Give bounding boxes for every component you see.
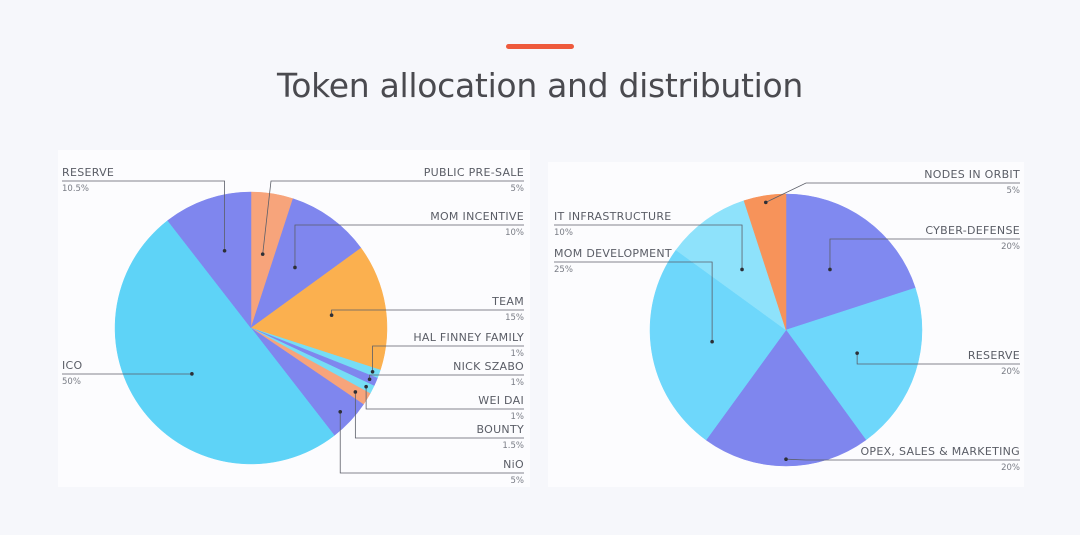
leader-dot-public-pre-sale <box>260 252 265 256</box>
slice-value-reserve: 20% <box>1001 367 1020 377</box>
leader-line-public-pre-sale <box>262 180 524 255</box>
slice-value-reserve: 10.5% <box>62 184 89 194</box>
slice-value-ico: 50% <box>62 377 81 387</box>
slice-label-wei-dai: WEI DAI <box>478 394 524 407</box>
slice-label-nick-szabo: NICK SZABO <box>453 360 524 373</box>
slice-label-mom-development: MOM DEVELOPMENT <box>554 247 672 260</box>
slice-label-nio: NiO <box>503 458 524 471</box>
leader-dot-mom-development <box>710 339 714 344</box>
leader-line-reserve <box>62 180 225 251</box>
title-accent-bar <box>506 44 574 49</box>
leader-dot-hal-finney-family <box>370 369 375 374</box>
pie-slice-ico <box>114 220 335 465</box>
leader-line-opex-sales-marketing <box>785 458 1020 461</box>
slice-label-mom-incentive: MOM INCENTIVE <box>430 210 524 223</box>
pie-slice-mom-incentive <box>250 198 362 329</box>
slice-label-opex-sales-marketing: OPEX, SALES & MARKETING <box>860 445 1020 458</box>
slice-label-public-pre-sale: PUBLIC PRE-SALE <box>424 166 524 179</box>
slice-value-team: 15% <box>505 313 524 323</box>
slice-label-nodes-in-orbit: NODES IN ORBIT <box>924 168 1020 181</box>
pie-slice-mom-development <box>649 249 787 441</box>
leader-line-hal-finney-family <box>372 345 524 372</box>
slice-value-wei-dai: 1% <box>511 412 525 422</box>
leader-line-mom-incentive <box>294 224 524 268</box>
leader-dot-team <box>329 313 334 318</box>
slice-value-nio: 5% <box>511 476 525 486</box>
leader-line-mom-development <box>554 261 713 342</box>
slice-label-cyber-defense: CYBER-DEFENSE <box>925 224 1020 237</box>
pie-slice-team <box>250 247 388 371</box>
chart-panel-right: CYBER-DEFENSE 20% RESERVE 20% OPEX, SALES & … <box>548 162 1024 487</box>
slice-value-mom-incentive: 10% <box>505 228 524 238</box>
leader-dot-reserve <box>222 248 227 253</box>
slice-value-public-pre-sale: 5% <box>511 184 525 194</box>
slice-value-hal-finney-family: 1% <box>511 349 525 359</box>
leader-line-reserve <box>856 353 1020 365</box>
leader-line-cyber-defense <box>829 238 1020 270</box>
leader-dot-wei-dai <box>364 384 368 389</box>
page-title: Token allocation and distribution <box>277 66 803 105</box>
leader-dot-cyber-defense <box>828 267 832 272</box>
slice-label-bounty: BOUNTY <box>476 423 524 436</box>
pie-slice-nodes-in-orbit <box>743 193 787 331</box>
leader-line-nick-szabo <box>369 374 524 380</box>
leader-line-nio <box>339 411 524 474</box>
leader-dot-mom-incentive <box>293 265 297 270</box>
slice-value-bounty: 1.5% <box>502 441 524 451</box>
leader-line-it-infrastructure <box>554 224 743 270</box>
leader-dot-reserve <box>855 351 859 355</box>
slice-value-mom-development: 25% <box>554 265 573 275</box>
pie-chart-right: CYBER-DEFENSE 20% RESERVE 20% OPEX, SALES & … <box>554 168 1021 473</box>
slice-label-ico: ICO <box>62 359 83 372</box>
leader-dot-opex-sales-marketing <box>784 457 788 462</box>
slice-value-opex-sales-marketing: 20% <box>1001 463 1020 473</box>
leader-dot-nio <box>338 409 343 414</box>
slice-value-nodes-in-orbit: 5% <box>1007 186 1021 196</box>
slice-label-reserve: RESERVE <box>62 166 114 179</box>
slice-value-nick-szabo: 1% <box>511 378 525 388</box>
leader-dot-bounty <box>353 390 358 394</box>
pie-slice-reserve <box>785 287 923 441</box>
slice-label-hal-finney-family: HAL FINNEY FAMILY <box>413 331 524 344</box>
leader-dot-nodes-in-orbit <box>763 200 768 205</box>
leader-line-wei-dai <box>365 386 524 410</box>
leader-dot-ico <box>190 372 194 376</box>
leader-line-bounty <box>354 391 524 439</box>
pie-slice-it-infrastructure <box>675 200 787 331</box>
pie-slice-cyber-defense <box>785 193 916 331</box>
pie-slice-reserve <box>167 191 252 329</box>
pie-chart-left: PUBLIC PRE-SALE 5% MOM INCENTIVE 10% TEAM 15%… <box>62 166 525 486</box>
slice-label-it-infrastructure: IT INFRASTRUCTURE <box>554 210 672 223</box>
slice-value-cyber-defense: 20% <box>1001 242 1020 252</box>
leader-dot-nick-szabo <box>367 377 372 382</box>
pie-slice-opex-sales-marketing <box>705 329 867 467</box>
slice-value-it-infrastructure: 10% <box>554 228 573 238</box>
chart-panel-left: PUBLIC PRE-SALE 5% MOM INCENTIVE 10% TEAM 15%… <box>58 150 530 487</box>
leader-dot-it-infrastructure <box>740 267 744 272</box>
leader-line-nodes-in-orbit <box>765 182 1020 203</box>
slice-label-team: TEAM <box>491 295 524 308</box>
slice-label-reserve: RESERVE <box>968 349 1020 362</box>
